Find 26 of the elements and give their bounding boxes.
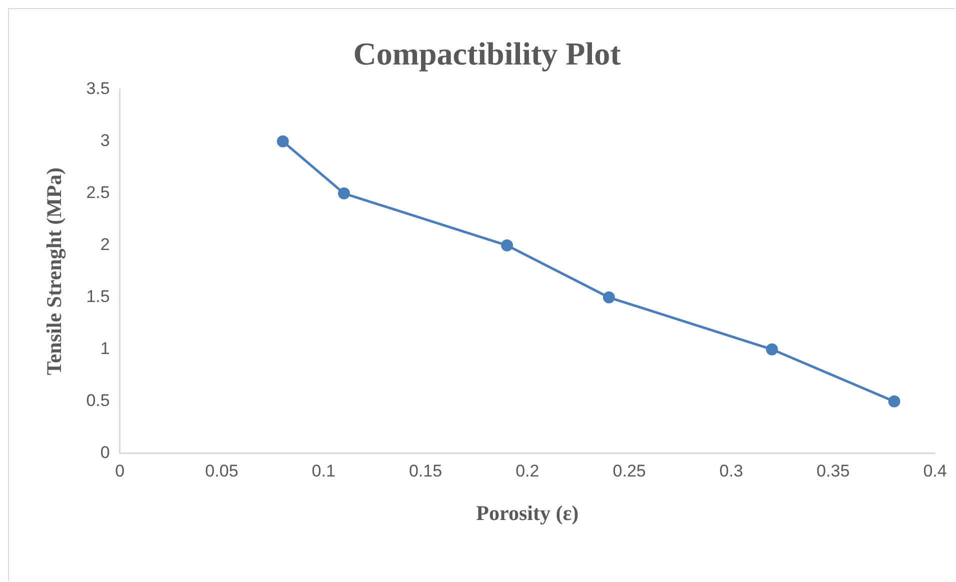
x-tick-label: 0 <box>115 461 125 480</box>
y-tick-label: 1.5 <box>86 287 110 306</box>
point <box>276 135 289 148</box>
chart-title: Compactibility Plot <box>353 35 622 72</box>
y-tick-label: 0.5 <box>86 391 110 410</box>
x-axis-title: Porosity (ε) <box>476 500 579 525</box>
x-tick-label: 0.25 <box>612 461 646 480</box>
y-tick-label: 0 <box>100 443 110 462</box>
point <box>888 395 900 408</box>
y-axis-title: Tensile Strenght (MPa) <box>42 168 66 376</box>
x-tick-label: 0.35 <box>816 461 850 480</box>
x-tick-label: 0.1 <box>312 461 336 480</box>
point <box>338 187 350 200</box>
y-tick-label: 2 <box>100 235 110 254</box>
point <box>766 343 778 356</box>
y-tick-label: 2.5 <box>86 183 110 202</box>
x-tick-label: 0.2 <box>516 461 540 480</box>
x-tick-label: 0.15 <box>408 461 442 480</box>
y-tick-label: 1 <box>100 339 110 358</box>
x-tick-label: 0.4 <box>923 461 947 480</box>
y-tick-label: 3 <box>100 131 110 150</box>
y-tick-label: 3.5 <box>86 79 110 98</box>
x-tick-label: 0.3 <box>719 461 744 480</box>
x-tick-label: 0.05 <box>205 461 238 480</box>
point <box>501 239 514 252</box>
point <box>602 291 615 304</box>
